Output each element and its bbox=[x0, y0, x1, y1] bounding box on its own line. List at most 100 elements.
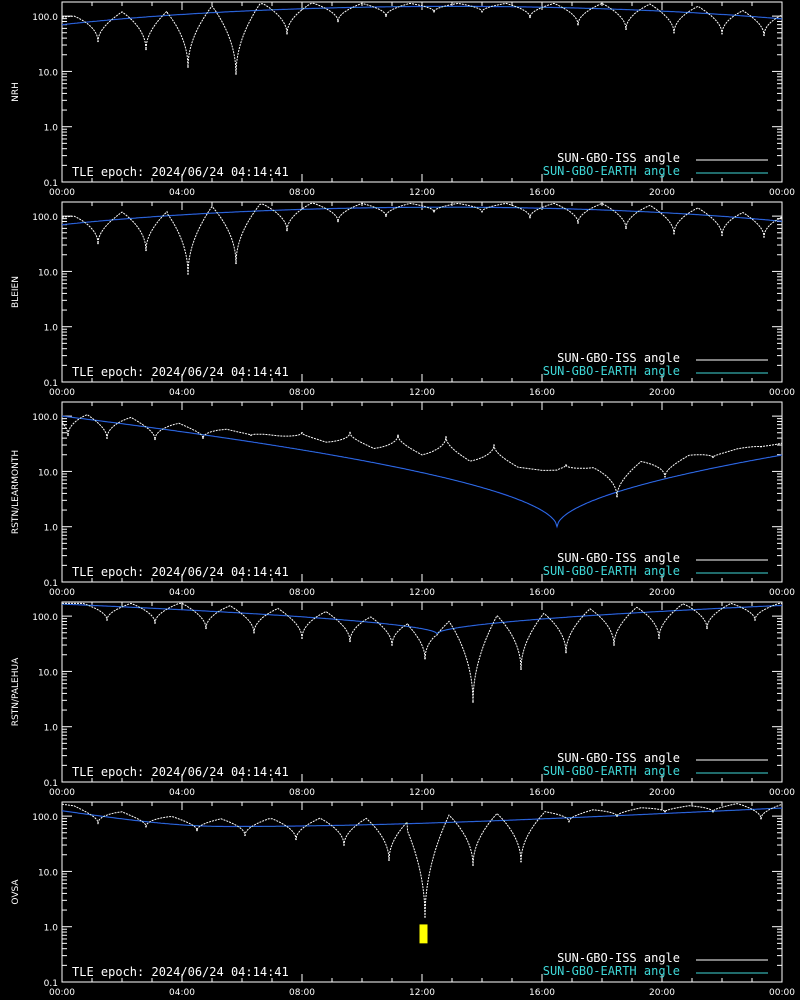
x-tick-label: 04:00 bbox=[169, 388, 195, 398]
x-tick-label: 16:00 bbox=[529, 588, 555, 598]
iss-dip-point bbox=[202, 437, 204, 439]
iss-dip-point bbox=[145, 48, 147, 51]
iss-dip-point bbox=[391, 644, 393, 646]
x-tick-label: 08:00 bbox=[289, 788, 315, 798]
iss-dip-point bbox=[349, 640, 351, 643]
iss-dip-point bbox=[424, 657, 426, 660]
iss-dip-point bbox=[343, 844, 345, 846]
iss-dip-point bbox=[493, 444, 495, 446]
y-tick-label: 100.0 bbox=[32, 613, 58, 623]
x-tick-label: 08:00 bbox=[289, 388, 315, 398]
iss-dip-point bbox=[577, 222, 579, 224]
iss-angle-line bbox=[62, 202, 783, 274]
iss-dip-point bbox=[565, 464, 567, 466]
x-tick-label: 08:00 bbox=[289, 988, 315, 998]
earth-angle-highlight bbox=[61, 603, 783, 635]
iss-dip-point bbox=[301, 637, 303, 639]
iss-dip-point bbox=[529, 216, 531, 219]
iss-dip-point bbox=[760, 817, 762, 820]
iss-dip-point bbox=[187, 273, 189, 275]
iss-dip-point bbox=[760, 445, 762, 448]
x-tick-label: 00:00 bbox=[49, 388, 75, 398]
iss-dip-point bbox=[337, 220, 339, 223]
iss-dip-point bbox=[145, 249, 147, 252]
iss-dip-point bbox=[529, 16, 531, 19]
x-tick-label: 00:00 bbox=[769, 588, 795, 598]
panel-0: 100.010.01.00.100:00 04:00 08:00 12:00 16:00… bbox=[11, 1, 795, 198]
x-tick-label: 04:00 bbox=[169, 188, 195, 198]
iss-dip-point bbox=[349, 431, 351, 434]
iss-dip-point bbox=[67, 434, 69, 437]
event-marker bbox=[419, 924, 428, 944]
iss-dip-point bbox=[472, 701, 474, 703]
x-tick-label: 20:00 bbox=[649, 988, 675, 998]
iss-dip-point bbox=[763, 236, 765, 238]
y-tick-label: 0.1 bbox=[44, 579, 58, 589]
iss-dip-point bbox=[754, 619, 756, 621]
iss-dip-point bbox=[385, 215, 387, 217]
tle-epoch-label: TLE epoch: 2024/06/24 04:14:41 bbox=[72, 965, 289, 979]
iss-dip-point bbox=[721, 32, 723, 35]
x-tick-label: 12:00 bbox=[409, 188, 435, 198]
iss-dip-point bbox=[673, 232, 675, 235]
legend-iss-label: SUN-GBO-ISS angle bbox=[557, 551, 680, 565]
iss-dip-point bbox=[577, 23, 579, 26]
iss-dip-point bbox=[97, 242, 99, 245]
x-tick-label: 16:00 bbox=[529, 188, 555, 198]
y-tick-label: 1.0 bbox=[44, 524, 59, 534]
iss-dip-point bbox=[445, 436, 447, 438]
earth-angle-highlight bbox=[61, 415, 783, 528]
legend-iss-label: SUN-GBO-ISS angle bbox=[557, 351, 680, 365]
iss-dip-point bbox=[337, 20, 339, 23]
iss-dip-point bbox=[613, 644, 615, 646]
iss-angle-line bbox=[62, 2, 783, 74]
x-tick-label: 04:00 bbox=[169, 988, 195, 998]
legend-earth-label: SUN-GBO-EARTH angle bbox=[543, 964, 680, 978]
y-axis-label: RSTN/PALEHUA bbox=[11, 657, 21, 726]
x-tick-label: 16:00 bbox=[529, 388, 555, 398]
iss-dip-point bbox=[295, 838, 297, 841]
iss-dip-point bbox=[187, 66, 189, 68]
y-tick-label: 100.0 bbox=[32, 413, 58, 423]
x-tick-label: 00:00 bbox=[769, 388, 795, 398]
x-tick-label: 12:00 bbox=[409, 388, 435, 398]
y-tick-label: 10.0 bbox=[38, 868, 58, 878]
x-tick-label: 20:00 bbox=[649, 388, 675, 398]
y-axis-label: NRH bbox=[11, 82, 21, 102]
y-tick-label: 0.1 bbox=[44, 779, 58, 789]
y-tick-label: 1.0 bbox=[44, 124, 59, 134]
iss-dip-point bbox=[97, 822, 99, 824]
x-tick-label: 00:00 bbox=[769, 988, 795, 998]
x-tick-label: 00:00 bbox=[49, 588, 75, 598]
iss-angle-line bbox=[61, 803, 783, 918]
x-tick-label: 20:00 bbox=[649, 588, 675, 598]
iss-dip-point bbox=[205, 627, 207, 630]
iss-angle-line bbox=[62, 602, 782, 703]
iss-dip-point bbox=[565, 651, 567, 654]
legend-earth-label: SUN-GBO-EARTH angle bbox=[543, 364, 680, 378]
y-tick-label: 0.1 bbox=[44, 179, 58, 189]
y-tick-label: 0.1 bbox=[44, 379, 58, 389]
iss-dip-point bbox=[301, 431, 303, 434]
iss-dip-point bbox=[616, 495, 618, 498]
panel-2: 100.010.01.00.100:00 04:00 08:00 12:00 16:00… bbox=[11, 401, 795, 598]
y-axis-label: RSTN/LEARMONTH bbox=[11, 450, 21, 534]
tle-epoch-label: TLE epoch: 2024/06/24 04:14:41 bbox=[72, 765, 289, 779]
legend-iss-label: SUN-GBO-ISS angle bbox=[557, 951, 680, 965]
x-tick-label: 12:00 bbox=[409, 988, 435, 998]
y-tick-label: 100.0 bbox=[32, 813, 58, 823]
x-tick-label: 00:00 bbox=[769, 188, 795, 198]
tle-epoch-label: TLE epoch: 2024/06/24 04:14:41 bbox=[72, 365, 289, 379]
iss-dip-point bbox=[763, 34, 765, 37]
iss-dip-point bbox=[154, 438, 156, 441]
earth-angle-highlight bbox=[61, 6, 783, 25]
x-tick-label: 04:00 bbox=[169, 788, 195, 798]
earth-angle-line bbox=[61, 415, 783, 529]
iss-dip-point bbox=[472, 864, 474, 866]
earth-angle-highlight bbox=[61, 206, 783, 225]
iss-dip-point bbox=[433, 10, 435, 13]
iss-dip-point bbox=[154, 622, 156, 624]
iss-dip-point bbox=[568, 820, 570, 823]
iss-dip-point bbox=[481, 10, 483, 13]
